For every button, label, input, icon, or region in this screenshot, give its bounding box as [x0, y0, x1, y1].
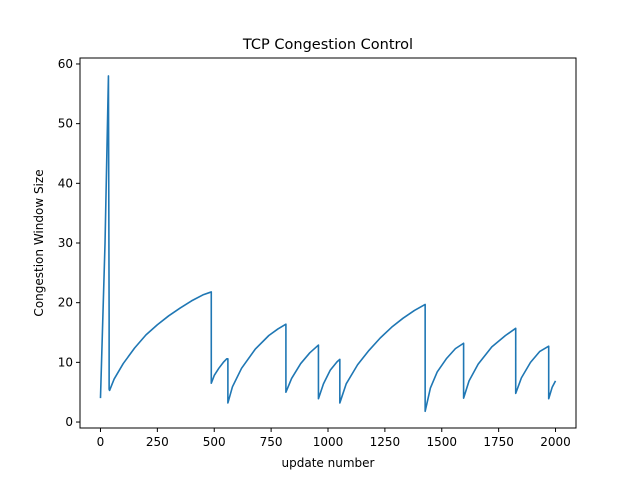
x-tick-label: 1750	[483, 435, 514, 449]
x-axis-ticks: 0 250 500 750 1000 1250 1500 1750 2000	[97, 428, 571, 449]
y-axis-label: Congestion Window Size	[32, 169, 46, 316]
x-axis-label: update number	[282, 456, 375, 470]
y-tick-label: 30	[58, 236, 73, 250]
y-tick-label: 40	[58, 176, 73, 190]
x-tick-label: 2000	[540, 435, 571, 449]
y-tick-label: 60	[58, 57, 73, 71]
x-tick-label: 500	[203, 435, 226, 449]
y-tick-label: 20	[58, 296, 73, 310]
series-line-0	[99, 75, 557, 413]
axes-frame	[79, 57, 577, 429]
x-tick-label: 1250	[370, 435, 401, 449]
chart-title: TCP Congestion Control	[242, 37, 413, 53]
y-axis-ticks: 0 10 20 30 40 50 60	[58, 57, 80, 429]
y-tick-label: 10	[58, 355, 73, 369]
y-tick-label: 0	[65, 415, 73, 429]
x-tick-label: 750	[260, 435, 283, 449]
x-tick-label: 250	[146, 435, 169, 449]
plot-area	[99, 75, 557, 413]
x-tick-label: 0	[97, 435, 105, 449]
y-tick-label: 50	[58, 117, 73, 131]
x-tick-label: 1000	[313, 435, 344, 449]
x-tick-label: 1500	[426, 435, 457, 449]
